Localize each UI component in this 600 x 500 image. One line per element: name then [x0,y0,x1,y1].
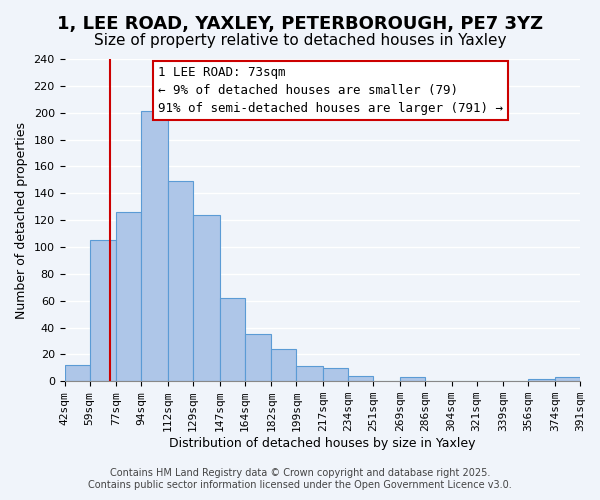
Text: Size of property relative to detached houses in Yaxley: Size of property relative to detached ho… [94,32,506,48]
Y-axis label: Number of detached properties: Number of detached properties [15,122,28,318]
Text: Contains HM Land Registry data © Crown copyright and database right 2025.
Contai: Contains HM Land Registry data © Crown c… [88,468,512,490]
Bar [400,377,425,381]
X-axis label: Distribution of detached houses by size in Yaxley: Distribution of detached houses by size … [169,437,476,450]
Bar [555,377,580,381]
Bar [348,376,373,381]
Bar [323,368,348,381]
Bar [89,240,116,381]
Bar [296,366,323,381]
Bar [220,298,245,381]
Bar [193,214,220,381]
Bar [65,365,89,381]
Text: 1, LEE ROAD, YAXLEY, PETERBOROUGH, PE7 3YZ: 1, LEE ROAD, YAXLEY, PETERBOROUGH, PE7 3… [57,15,543,33]
Bar [271,349,296,381]
Bar [245,334,271,381]
Bar [529,378,555,381]
Bar [116,212,142,381]
Bar [168,181,193,381]
Text: 1 LEE ROAD: 73sqm
← 9% of detached houses are smaller (79)
91% of semi-detached : 1 LEE ROAD: 73sqm ← 9% of detached house… [158,66,503,114]
Bar [142,112,168,381]
